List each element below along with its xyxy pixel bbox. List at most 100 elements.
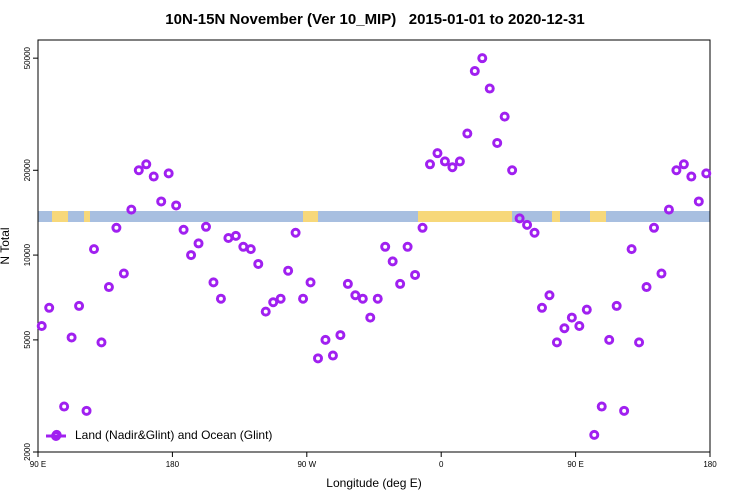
legend-label: Land (Nadir&Glint) and Ocean (Glint) [75, 428, 272, 442]
data-point [44, 302, 55, 313]
x-tick-label: 90 E [567, 460, 583, 469]
data-point [387, 256, 398, 267]
data-point [514, 213, 525, 224]
x-tick-label: 0 [439, 460, 444, 469]
data-point [574, 321, 585, 332]
land-patch [303, 211, 318, 222]
data-point [417, 222, 428, 233]
data-point [268, 297, 279, 308]
data-point [275, 293, 286, 304]
data-point [215, 293, 226, 304]
legend-marker [51, 431, 61, 441]
data-point [402, 241, 413, 252]
data-point [634, 337, 645, 348]
y-tick-label: 20000 [23, 159, 32, 182]
data-point [163, 168, 174, 179]
x-axis-label: Longitude (deg E) [326, 476, 421, 490]
data-point [350, 290, 361, 301]
land-patch [552, 211, 560, 222]
data-point [581, 304, 592, 315]
land-patch [590, 211, 606, 222]
data-point [327, 350, 338, 361]
data-point [59, 401, 70, 412]
data-point [693, 196, 704, 207]
data-point [365, 312, 376, 323]
data-point [462, 128, 473, 139]
data-point [559, 323, 570, 334]
data-point [283, 265, 294, 276]
y-tick-label: 2000 [23, 443, 32, 461]
data-point [193, 238, 204, 249]
data-point [245, 244, 256, 255]
land-patch [52, 211, 68, 222]
data-point [522, 219, 533, 230]
data-point [701, 168, 712, 179]
data-point [641, 282, 652, 293]
ocean-band [38, 211, 710, 222]
data-point [313, 353, 323, 364]
x-tick-label: 180 [166, 460, 180, 469]
data-point [671, 165, 682, 176]
y-tick-label: 10000 [23, 243, 32, 266]
data-point [305, 277, 316, 288]
data-point [656, 268, 667, 279]
data-point [544, 290, 555, 301]
data-point [223, 232, 234, 243]
data-point [372, 293, 383, 304]
data-point [133, 165, 144, 176]
data-point [551, 337, 562, 348]
land-patch [84, 211, 90, 222]
data-point [230, 230, 241, 241]
x-tick-label: 90 W [297, 460, 316, 469]
data-point [208, 277, 219, 288]
data-point [171, 200, 182, 211]
data-point [626, 244, 637, 255]
data-point [186, 250, 197, 261]
data-point [477, 53, 488, 64]
data-point [678, 159, 689, 170]
data-point [410, 269, 421, 280]
data-point [66, 332, 77, 343]
data-point [686, 171, 697, 182]
data-point [507, 165, 518, 176]
data-point [596, 401, 607, 412]
data-point [492, 137, 503, 148]
data-point [36, 321, 47, 332]
data-point [469, 66, 480, 77]
data-point [148, 171, 159, 182]
data-point [454, 156, 465, 167]
data-point [432, 148, 443, 159]
data-point [649, 222, 659, 233]
data-point [589, 429, 600, 440]
data-point [499, 111, 510, 122]
data-point [342, 278, 353, 289]
data-point [447, 162, 458, 173]
data-point [335, 330, 346, 341]
x-tick-label: 180 [703, 460, 717, 469]
data-point [156, 196, 167, 207]
data-point [484, 83, 495, 94]
data-point [126, 204, 137, 215]
data-point [141, 159, 152, 170]
data-point [290, 227, 301, 238]
data-point [439, 156, 450, 167]
data-point [529, 227, 540, 238]
data-point [395, 278, 406, 289]
data-point [103, 282, 114, 293]
land-patch [418, 211, 512, 222]
plot-frame [37, 39, 711, 453]
data-point [238, 241, 249, 252]
y-tick-label: 5000 [23, 330, 32, 348]
data-point [201, 221, 211, 232]
map-band [38, 211, 710, 222]
data-point [604, 334, 615, 345]
chart-title: 10N-15N November (Ver 10_MIP) 2015-01-01… [165, 11, 584, 28]
data-point [425, 159, 435, 170]
data-point [380, 241, 391, 252]
data-point [81, 405, 92, 416]
data-point [260, 306, 271, 317]
data-point [111, 222, 122, 233]
y-axis-label: N Total [0, 227, 12, 264]
